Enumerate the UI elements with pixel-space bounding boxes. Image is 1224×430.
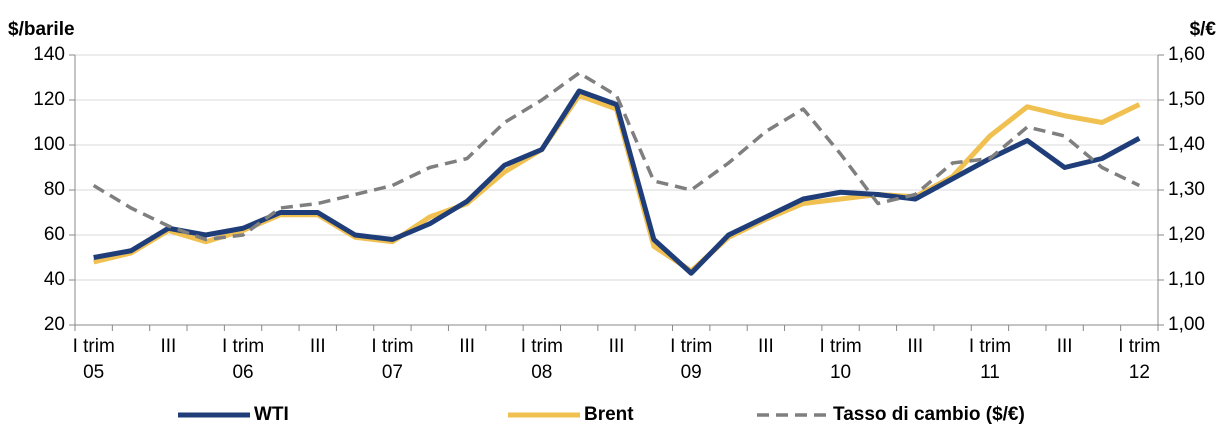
x-tick-label: I trim 06	[222, 336, 264, 383]
x-tick-label: III	[160, 336, 176, 357]
y-tick-label: 20	[44, 314, 65, 335]
y2-tick-label: 1,30	[1168, 179, 1205, 200]
y-tick-label: 40	[44, 269, 65, 290]
x-tick-label: III	[310, 336, 326, 357]
y2-tick-label: 1,10	[1168, 269, 1205, 290]
x-tick-label: I trim 05	[73, 336, 115, 383]
y2-tick-label: 1,20	[1168, 224, 1205, 245]
y-tick-label: 140	[33, 44, 65, 65]
x-tick-label: III	[758, 336, 774, 357]
x-tick-label: III	[907, 336, 923, 357]
x-tick-label: I trim 09	[670, 336, 712, 383]
y-axis-title: $/barile	[8, 19, 75, 40]
x-tick-label: I trim 07	[371, 336, 413, 383]
y-tick-label: 120	[33, 89, 65, 110]
x-tick-label: III	[1057, 336, 1073, 357]
x-tick-label: I trim 08	[521, 336, 563, 383]
y2-tick-label: 1,00	[1168, 314, 1205, 335]
x-tick-label: III	[459, 336, 475, 357]
series-line	[93, 93, 1141, 274]
x-tick-label: III	[609, 336, 625, 357]
x-tick-label: I trim 10	[819, 336, 861, 383]
y2-axis-title: $/€	[1190, 19, 1217, 40]
y-tick-label: 80	[44, 179, 65, 200]
y2-tick-label: 1,40	[1168, 134, 1205, 155]
y2-tick-label: 1,50	[1168, 89, 1205, 110]
legend-label: Tasso di cambio ($/€)	[833, 404, 1025, 425]
y-tick-label: 60	[44, 224, 65, 245]
x-tick-label: I trim 12	[1118, 336, 1160, 383]
series-line	[92, 71, 1141, 242]
y-tick-label: 100	[33, 134, 65, 155]
legend-label: Brent	[584, 404, 634, 425]
legend-label: WTI	[254, 404, 289, 425]
y2-tick-label: 1,60	[1168, 44, 1205, 65]
x-tick-label: I trim 11	[969, 336, 1011, 383]
